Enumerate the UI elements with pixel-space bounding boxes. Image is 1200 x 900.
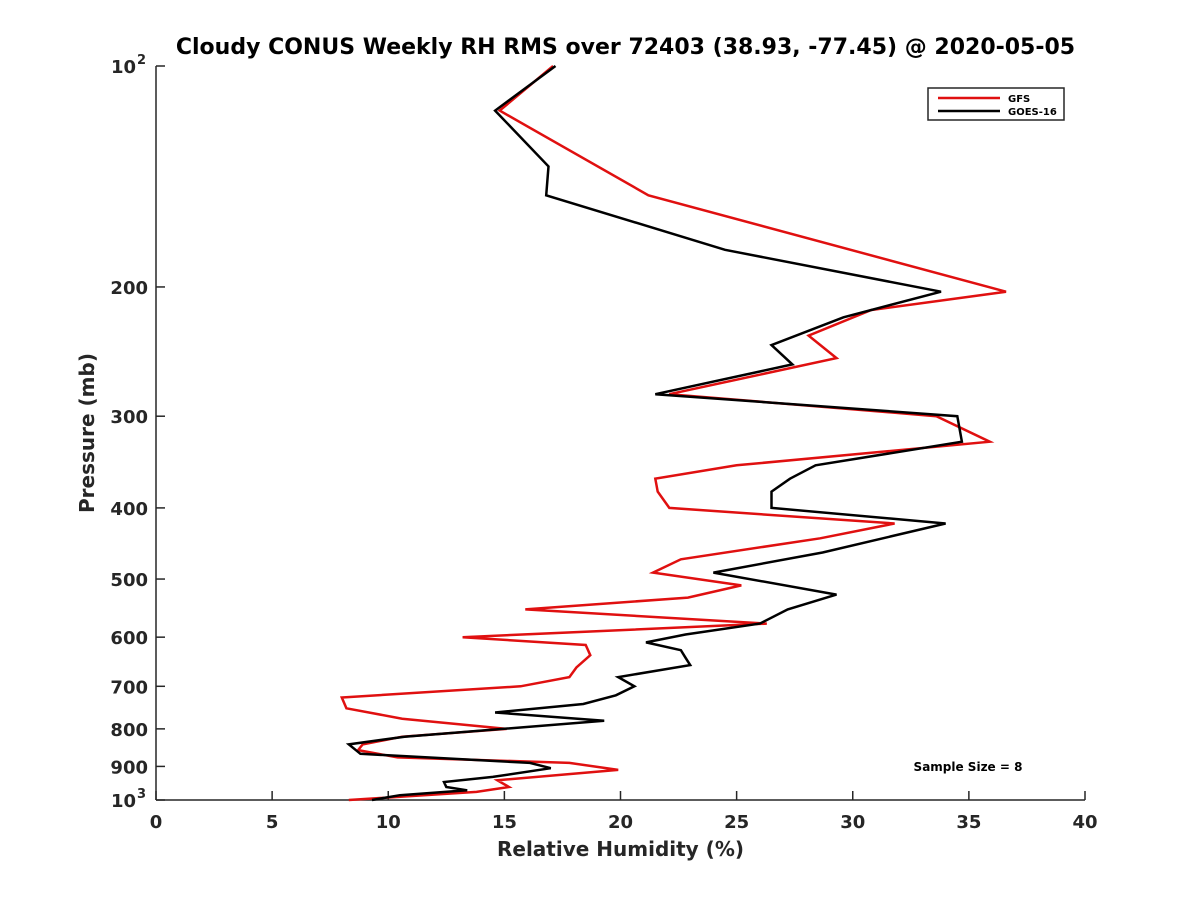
y-axis-label: Pressure (mb) [75, 353, 99, 513]
x-tick-label: 35 [956, 812, 981, 833]
y-tick-label: 500 [110, 570, 148, 591]
legend-box [927, 87, 1065, 121]
y-tick-label: 700 [110, 677, 148, 698]
x-tick-label: 40 [1072, 812, 1097, 833]
y-tick-label: 300 [110, 407, 148, 428]
x-tick-label: 15 [492, 812, 517, 833]
series-line-gfs [339, 65, 1007, 802]
legend-entry: GOES-16 [1008, 107, 1057, 118]
x-tick-label: 30 [840, 812, 865, 833]
sample-size-annotation: Sample Size = 8 [914, 760, 1023, 774]
x-axis-label: Relative Humidity (%) [497, 837, 744, 861]
x-tick-label: 25 [724, 812, 749, 833]
y-tick-label: 10 [111, 57, 136, 78]
y-tick-label: 400 [110, 499, 148, 520]
y-tick-label: 800 [110, 720, 148, 741]
y-tick-label: 600 [110, 628, 148, 649]
y-tick-exponent: 2 [137, 53, 146, 68]
y-tick-label: 200 [110, 278, 148, 299]
y-tick-label: 10 [111, 791, 136, 812]
x-tick-label: 10 [376, 812, 401, 833]
series-line-goes-16 [345, 64, 964, 802]
y-tick-exponent: 3 [137, 787, 146, 802]
y-tick-label: 900 [110, 757, 148, 778]
x-tick-label: 5 [266, 812, 279, 833]
legend-entry: GFS [1008, 94, 1030, 105]
x-tick-label: 20 [608, 812, 633, 833]
chart-title: Cloudy CONUS Weekly RH RMS over 72403 (3… [176, 35, 1075, 60]
x-tick-label: 0 [150, 812, 163, 833]
